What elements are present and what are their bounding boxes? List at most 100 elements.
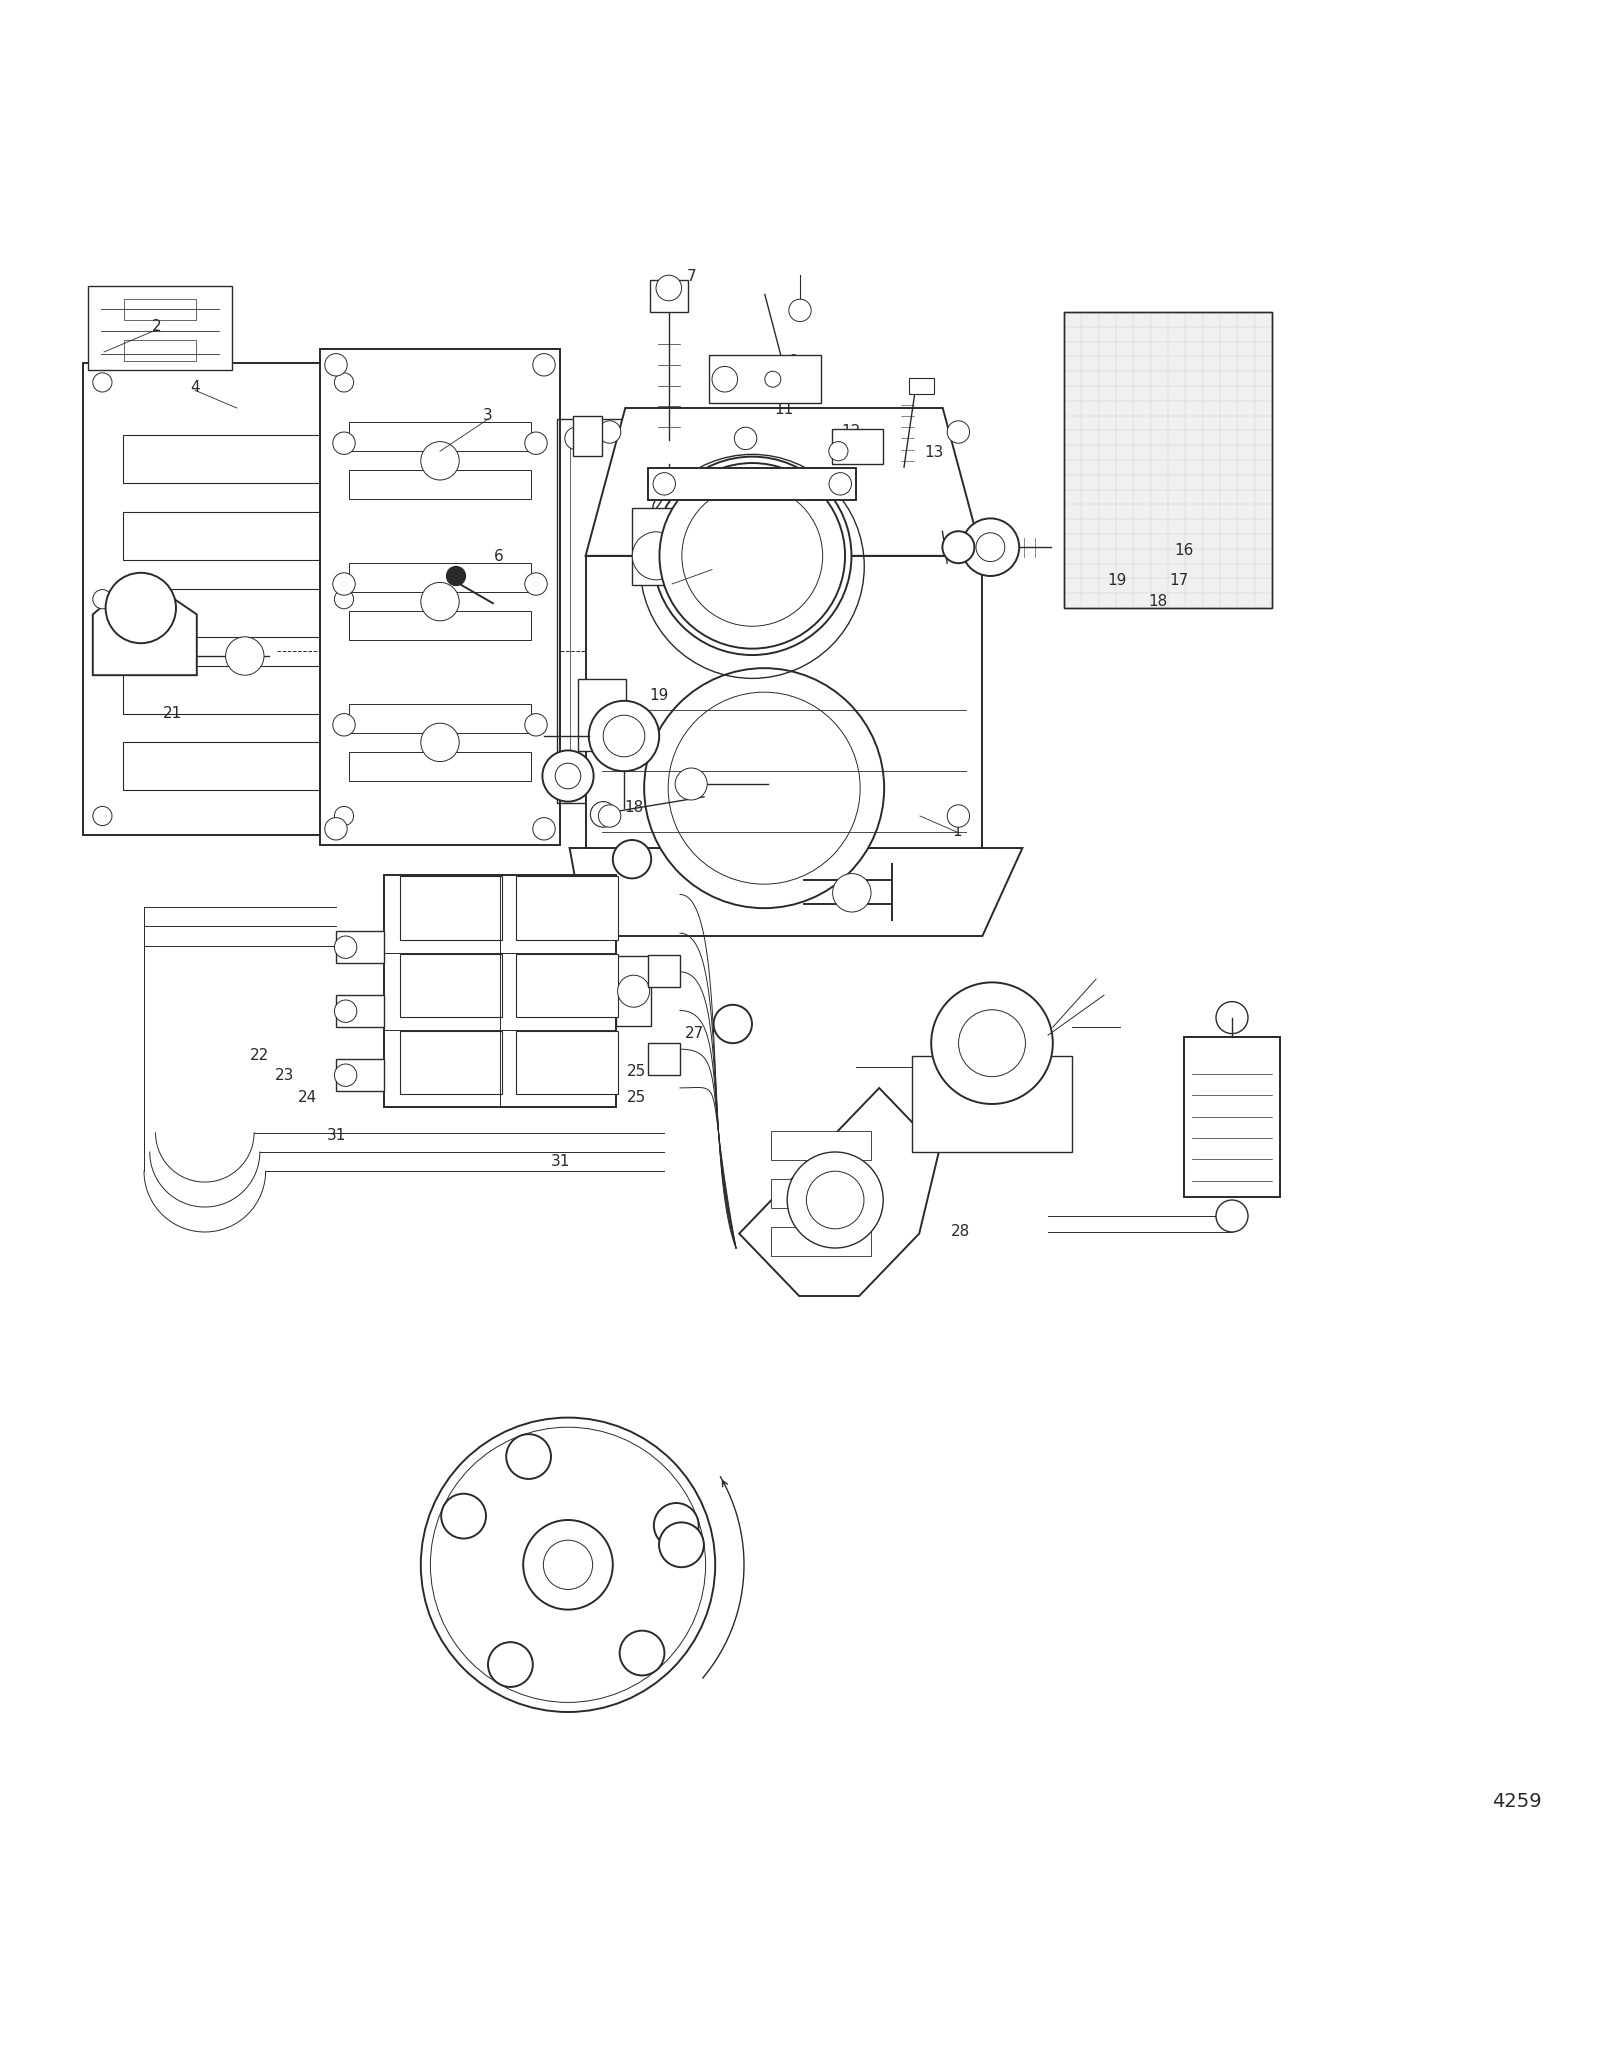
Circle shape xyxy=(333,713,355,735)
Bar xyxy=(349,422,531,451)
Circle shape xyxy=(421,582,459,621)
Text: 6: 6 xyxy=(563,1057,571,1069)
Text: 28: 28 xyxy=(950,1225,970,1239)
Circle shape xyxy=(544,1540,592,1589)
Circle shape xyxy=(958,1010,1026,1077)
Text: 17: 17 xyxy=(1170,573,1189,588)
Text: 5: 5 xyxy=(448,1057,454,1069)
Circle shape xyxy=(555,764,581,788)
Circle shape xyxy=(565,772,587,795)
Text: 4259: 4259 xyxy=(1491,1792,1542,1810)
Text: 4: 4 xyxy=(507,1659,514,1669)
Text: 3: 3 xyxy=(448,979,454,991)
Text: 29: 29 xyxy=(390,1010,410,1026)
Polygon shape xyxy=(570,848,1022,936)
Bar xyxy=(123,590,323,637)
Bar xyxy=(83,362,363,836)
Circle shape xyxy=(654,1503,699,1548)
Circle shape xyxy=(525,573,547,596)
Bar xyxy=(650,281,688,311)
Circle shape xyxy=(533,354,555,377)
Circle shape xyxy=(421,723,459,762)
Bar xyxy=(336,932,384,963)
Text: 31: 31 xyxy=(550,1155,570,1169)
Circle shape xyxy=(653,457,851,655)
Circle shape xyxy=(93,590,112,608)
Bar xyxy=(1064,311,1272,608)
Circle shape xyxy=(675,479,829,633)
Text: 14: 14 xyxy=(717,532,736,549)
Polygon shape xyxy=(739,1087,939,1296)
Bar xyxy=(573,416,602,457)
Bar xyxy=(123,512,323,559)
Text: 21: 21 xyxy=(163,707,182,721)
Bar xyxy=(771,1227,870,1255)
Circle shape xyxy=(334,1065,357,1085)
Polygon shape xyxy=(586,555,982,848)
Circle shape xyxy=(829,473,851,496)
Text: 11: 11 xyxy=(774,401,794,418)
Bar xyxy=(88,287,232,369)
Circle shape xyxy=(653,494,685,524)
Circle shape xyxy=(931,983,1053,1104)
Circle shape xyxy=(1216,1200,1248,1233)
Circle shape xyxy=(334,807,354,825)
Text: 19: 19 xyxy=(650,688,669,705)
Bar xyxy=(336,995,384,1028)
Circle shape xyxy=(618,975,650,1008)
Circle shape xyxy=(589,700,659,772)
Circle shape xyxy=(1216,1001,1248,1034)
Text: 3: 3 xyxy=(525,1452,531,1462)
Circle shape xyxy=(789,299,811,322)
Bar xyxy=(709,354,821,403)
Circle shape xyxy=(675,768,707,801)
Bar xyxy=(832,428,883,465)
Circle shape xyxy=(712,367,738,391)
Bar xyxy=(909,377,934,393)
Circle shape xyxy=(93,373,112,391)
Circle shape xyxy=(93,807,112,825)
Text: 7: 7 xyxy=(686,268,696,285)
Circle shape xyxy=(653,473,675,496)
Circle shape xyxy=(542,750,594,801)
Circle shape xyxy=(325,354,347,377)
Bar xyxy=(349,610,531,639)
Circle shape xyxy=(334,373,354,391)
Text: 4: 4 xyxy=(563,979,571,991)
Text: 17: 17 xyxy=(666,784,685,799)
Bar xyxy=(384,874,616,1108)
Bar xyxy=(400,877,502,940)
Circle shape xyxy=(334,590,354,608)
Circle shape xyxy=(734,428,757,451)
Circle shape xyxy=(106,573,176,643)
Bar xyxy=(632,508,696,584)
Bar xyxy=(349,705,531,733)
Circle shape xyxy=(645,668,885,907)
Circle shape xyxy=(656,274,682,301)
Circle shape xyxy=(682,485,822,627)
Bar xyxy=(771,1130,870,1159)
Bar xyxy=(515,877,618,940)
Bar xyxy=(771,1180,870,1208)
Circle shape xyxy=(488,1642,533,1688)
Polygon shape xyxy=(320,348,560,846)
Bar xyxy=(570,432,752,791)
Bar xyxy=(515,1030,618,1094)
Circle shape xyxy=(533,817,555,840)
Text: 2: 2 xyxy=(638,1649,645,1659)
Bar xyxy=(123,434,323,483)
Circle shape xyxy=(334,936,357,958)
Circle shape xyxy=(590,801,616,827)
Circle shape xyxy=(787,1151,883,1247)
Text: 6: 6 xyxy=(494,549,504,565)
Text: 25: 25 xyxy=(627,1065,646,1079)
Text: 26: 26 xyxy=(566,1026,586,1040)
Text: 27: 27 xyxy=(685,1026,704,1040)
Bar xyxy=(400,1030,502,1094)
Polygon shape xyxy=(93,588,197,676)
Bar xyxy=(123,741,323,791)
Circle shape xyxy=(832,874,870,911)
Circle shape xyxy=(421,442,459,479)
Text: 12: 12 xyxy=(842,424,861,440)
Circle shape xyxy=(829,442,848,461)
